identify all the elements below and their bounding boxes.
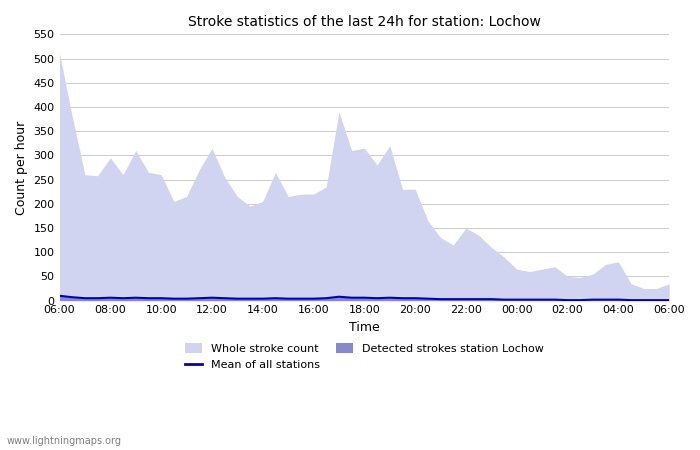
X-axis label: Time: Time xyxy=(349,321,379,334)
Title: Stroke statistics of the last 24h for station: Lochow: Stroke statistics of the last 24h for st… xyxy=(188,15,541,29)
Y-axis label: Count per hour: Count per hour xyxy=(15,120,28,215)
Text: www.lightningmaps.org: www.lightningmaps.org xyxy=(7,436,122,446)
Legend: Whole stroke count, Mean of all stations, Detected strokes station Lochow: Whole stroke count, Mean of all stations… xyxy=(181,339,548,375)
